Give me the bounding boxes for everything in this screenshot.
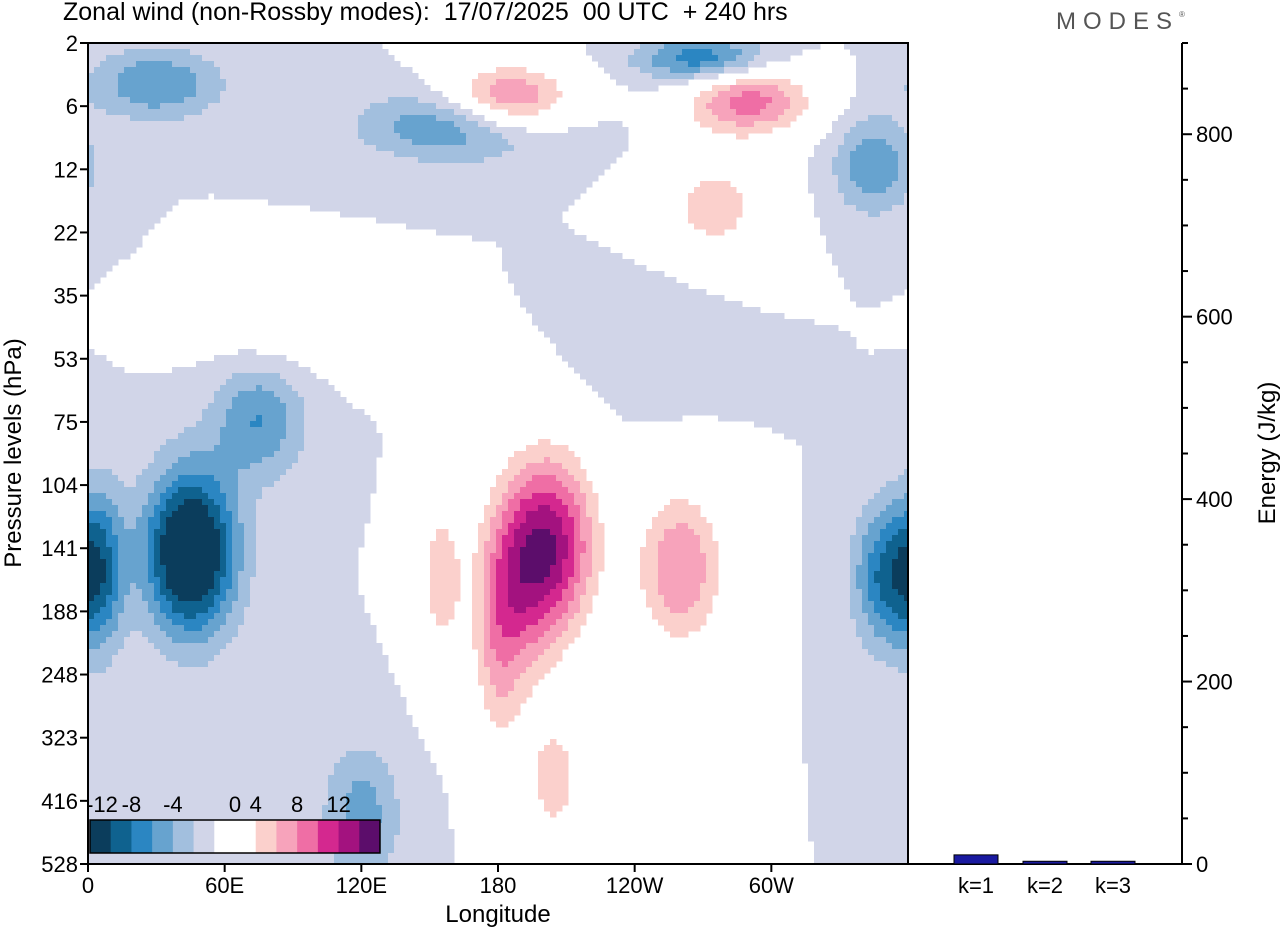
colorbar-label: -8 <box>122 792 142 817</box>
colorbar-swatch <box>90 820 112 853</box>
y-tick-label: 2 <box>66 31 78 56</box>
y-tick-label: 248 <box>41 663 78 688</box>
y-tick-label: 75 <box>54 410 78 435</box>
energy-bar-panel: 0 200 400 600 800 Energy (J/kg) k=1 k=2 k=3 <box>908 42 1280 898</box>
colorbar-frame <box>89 819 381 854</box>
energy-bar <box>1090 860 1136 865</box>
chart-title: Zonal wind (non-Rossby modes): 17/07/202… <box>63 0 788 26</box>
energy-bar <box>1022 860 1068 865</box>
colorbar-swatch <box>110 820 132 853</box>
heatmap-field <box>88 43 908 864</box>
colorbar-label: 4 <box>250 792 262 817</box>
colorbar-swatch <box>276 820 298 853</box>
x-tick-label: 60E <box>205 873 244 898</box>
y-axis-title: Pressure levels (hPa) <box>0 338 27 567</box>
y-tick-label: 528 <box>41 852 78 877</box>
colorbar-label: 12 <box>326 792 350 817</box>
colorbar-swatch <box>359 820 381 853</box>
x-tick-label: 180 <box>480 873 517 898</box>
y-tick-label: 188 <box>41 599 78 624</box>
colorbar-swatch <box>172 820 194 853</box>
colorbar: -12 -8 -4 0 4 8 12 <box>86 792 381 854</box>
energy-tick-label: 800 <box>1196 122 1233 147</box>
y-tick-label: 12 <box>54 157 78 182</box>
colorbar-swatch <box>152 820 174 853</box>
energy-bar-label: k=1 <box>958 873 994 898</box>
energy-bar-label: k=3 <box>1095 873 1131 898</box>
energy-bar-label: k=2 <box>1027 873 1063 898</box>
energy-tick-label: 200 <box>1196 670 1233 695</box>
y-tick-label: 416 <box>41 789 78 814</box>
x-tick-label: 120E <box>336 873 387 898</box>
colorbar-swatch <box>214 820 236 853</box>
colorbar-swatch <box>131 820 153 853</box>
x-tick-label: 0 <box>82 873 94 898</box>
x-tick-label: 60W <box>749 873 794 898</box>
y-tick-label: 104 <box>41 473 78 498</box>
y-tick-label: 141 <box>41 536 78 561</box>
y-tick-label: 6 <box>66 94 78 119</box>
y-tick-label: 323 <box>41 726 78 751</box>
colorbar-swatch <box>317 820 339 853</box>
modes-logo: MODES® <box>1056 8 1185 36</box>
energy-axis-title: Energy (J/kg) <box>1254 382 1280 525</box>
x-axis: 0 60E 120E 180 120W 60W <box>82 864 794 898</box>
energy-tick-label: 600 <box>1196 305 1233 330</box>
colorbar-swatch <box>338 820 360 853</box>
colorbar-swatch <box>297 820 319 853</box>
energy-tick-label: 0 <box>1196 852 1208 877</box>
energy-bar <box>953 854 999 865</box>
y-tick-label: 53 <box>54 347 78 372</box>
colorbar-label: 0 <box>229 792 241 817</box>
x-axis-title: Longitude <box>445 901 550 928</box>
colorbar-swatch <box>255 820 277 853</box>
x-tick-label: 120W <box>606 873 664 898</box>
y-tick-label: 22 <box>54 220 78 245</box>
brand-text: MODES <box>1056 8 1180 35</box>
colorbar-label: -12 <box>86 792 118 817</box>
brand-mark: ® <box>1179 10 1185 19</box>
colorbar-label: -4 <box>163 792 183 817</box>
colorbar-swatch <box>193 820 215 853</box>
energy-tick-label: 400 <box>1196 487 1233 512</box>
y-tick-label: 35 <box>54 284 78 309</box>
y-axis: 2 6 12 22 35 53 75 104 141 188 248 323 416 528 <box>41 31 88 877</box>
colorbar-swatch <box>235 820 257 853</box>
colorbar-label: 8 <box>291 792 303 817</box>
